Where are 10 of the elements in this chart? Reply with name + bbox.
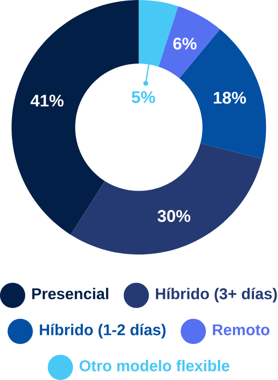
data-label: 5%	[132, 91, 156, 104]
legend-label: Presencial	[32, 288, 108, 300]
data-label: 41%	[30, 94, 64, 107]
legend-label: Híbrido (1-2 días)	[40, 324, 166, 338]
data-label: 18%	[214, 92, 246, 104]
legend-label: Híbrido (3+ días)	[156, 288, 278, 302]
data-label: 6%	[173, 38, 197, 50]
data-label: 30%	[158, 210, 191, 222]
legend-label: Remoto	[213, 324, 270, 336]
legend-label: Otro modelo flexible	[80, 360, 230, 372]
